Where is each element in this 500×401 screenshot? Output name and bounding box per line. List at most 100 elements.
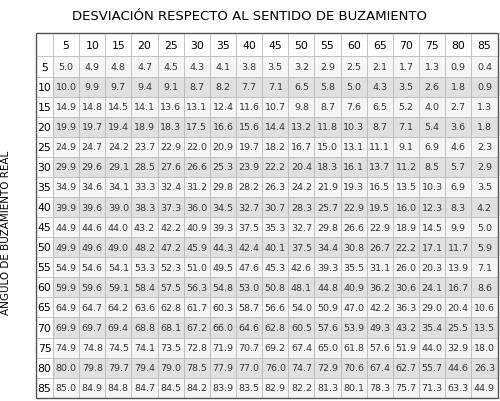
Bar (262, 378, 288, 398)
Bar (210, 158, 236, 178)
Bar (340, 318, 367, 338)
Text: 2.9: 2.9 (477, 163, 492, 172)
Text: 26.6: 26.6 (343, 223, 364, 232)
Bar (210, 138, 236, 158)
Bar (472, 97, 498, 117)
Text: 4.2: 4.2 (477, 203, 492, 212)
Text: 67.4: 67.4 (291, 343, 312, 352)
Bar (288, 318, 314, 338)
Bar (132, 97, 158, 117)
Text: 48.2: 48.2 (134, 243, 155, 252)
Bar (314, 117, 340, 138)
Bar (36, 338, 53, 358)
Bar (367, 257, 393, 277)
Bar (184, 257, 210, 277)
Bar (158, 117, 184, 138)
Bar (36, 298, 53, 318)
Bar (472, 318, 498, 338)
Text: 48.1: 48.1 (291, 283, 312, 292)
Bar (53, 34, 79, 57)
Bar (236, 198, 262, 218)
Bar (79, 358, 106, 378)
Bar (236, 138, 262, 158)
Bar (314, 57, 340, 77)
Bar (79, 218, 106, 237)
Text: 3.6: 3.6 (450, 123, 466, 132)
Text: 34.1: 34.1 (108, 183, 129, 192)
Text: 5: 5 (41, 63, 48, 72)
Text: 79.8: 79.8 (82, 363, 102, 372)
Bar (132, 178, 158, 198)
Bar (445, 158, 471, 178)
Bar (419, 158, 445, 178)
Bar (314, 298, 340, 318)
Bar (445, 97, 471, 117)
Bar (106, 97, 132, 117)
Text: 13.7: 13.7 (370, 163, 390, 172)
Text: 8.7: 8.7 (372, 123, 388, 132)
Text: 15.0: 15.0 (317, 143, 338, 152)
Bar (184, 378, 210, 398)
Text: 54.8: 54.8 (212, 283, 234, 292)
Bar (288, 97, 314, 117)
Bar (236, 117, 262, 138)
Text: 31.1: 31.1 (370, 263, 390, 272)
Bar (262, 218, 288, 237)
Text: 26.6: 26.6 (186, 163, 208, 172)
Bar (472, 218, 498, 237)
Text: 32.9: 32.9 (448, 343, 469, 352)
Text: 3.8: 3.8 (242, 63, 256, 72)
Text: 22.9: 22.9 (343, 203, 364, 212)
Text: 30.6: 30.6 (396, 283, 416, 292)
Text: 44.6: 44.6 (82, 223, 102, 232)
Text: 5.8: 5.8 (320, 83, 335, 92)
Text: 3.2: 3.2 (294, 63, 309, 72)
Text: 79.4: 79.4 (134, 363, 155, 372)
Bar (367, 34, 393, 57)
Text: 13.1: 13.1 (343, 143, 364, 152)
Text: 2.7: 2.7 (451, 103, 466, 112)
Bar (106, 178, 132, 198)
Text: 69.2: 69.2 (265, 343, 286, 352)
Bar (419, 178, 445, 198)
Bar (184, 158, 210, 178)
Text: 5.2: 5.2 (398, 103, 413, 112)
Bar (210, 257, 236, 277)
Bar (132, 218, 158, 237)
Bar (340, 158, 367, 178)
Bar (106, 117, 132, 138)
Text: 66.0: 66.0 (212, 323, 234, 332)
Bar (36, 178, 53, 198)
Text: 75: 75 (426, 41, 439, 51)
Bar (184, 97, 210, 117)
Bar (79, 318, 106, 338)
Text: 10: 10 (86, 41, 99, 51)
Bar (288, 178, 314, 198)
Bar (184, 298, 210, 318)
Bar (367, 117, 393, 138)
Bar (236, 277, 262, 298)
Bar (419, 358, 445, 378)
Text: 34.9: 34.9 (56, 183, 76, 192)
Bar (472, 158, 498, 178)
Bar (210, 378, 236, 398)
Bar (472, 77, 498, 97)
Text: 34.6: 34.6 (82, 183, 103, 192)
Text: 18.0: 18.0 (474, 343, 495, 352)
Text: 5.7: 5.7 (451, 163, 466, 172)
Text: 71.9: 71.9 (212, 343, 234, 352)
Bar (314, 34, 340, 57)
Bar (445, 378, 471, 398)
Text: 2.6: 2.6 (424, 83, 440, 92)
Bar (158, 237, 184, 257)
Text: 2.1: 2.1 (372, 63, 388, 72)
Bar (393, 298, 419, 318)
Text: 68.1: 68.1 (160, 323, 181, 332)
Text: 7.1: 7.1 (398, 123, 413, 132)
Text: 49.6: 49.6 (82, 243, 102, 252)
Text: 30: 30 (38, 162, 52, 172)
Bar (36, 77, 53, 97)
Bar (236, 97, 262, 117)
Bar (472, 358, 498, 378)
Bar (106, 218, 132, 237)
